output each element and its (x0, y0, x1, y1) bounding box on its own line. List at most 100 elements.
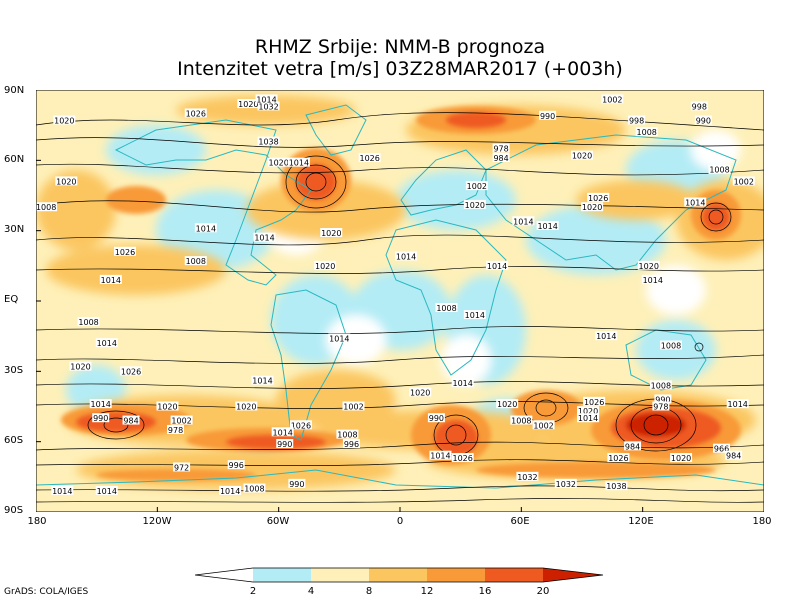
pressure-label-bg (243, 483, 266, 493)
pressure-label: 1008 (637, 128, 657, 137)
pressure-label-bg (492, 152, 510, 162)
axis-ticks (36, 90, 764, 512)
pressure-label: 990 (696, 116, 711, 125)
pressure-label-bg (314, 260, 337, 270)
pressure-label-bg (659, 340, 682, 350)
pressure-label: 1032 (258, 102, 278, 111)
pressure-label: 1014 (52, 487, 72, 496)
pressure-label: 1014 (396, 252, 416, 261)
pressure-label: 1020 (497, 400, 517, 409)
pressure-label: 978 (653, 403, 668, 412)
colorbar-segment-12-16 (427, 568, 485, 582)
pressure-label: 1014 (97, 339, 117, 348)
pressure-label-bg (435, 303, 458, 313)
pressure-label-bg (99, 274, 122, 284)
pressure-label: 1014 (596, 332, 616, 341)
pressure-label-bg (36, 202, 58, 212)
pressure-label: 1014 (91, 400, 111, 409)
lon-label-180w: 180 (27, 516, 47, 527)
pressure-label-bg (395, 251, 418, 261)
pressure-label: 990 (289, 480, 304, 489)
colorbar-segment-4-8 (311, 568, 369, 582)
pressure-label: 1008 (78, 318, 98, 327)
lon-label-60w: 60W (266, 516, 290, 527)
pressure-label-bg (510, 415, 533, 425)
pressure-label-bg (276, 439, 294, 449)
pressure-label: 1014 (289, 159, 309, 168)
lat-label-eq: EQ (4, 294, 19, 305)
pressure-label: 1026 (115, 248, 135, 257)
pressure-label-bg (624, 441, 642, 451)
pressure-label-bg (328, 333, 351, 343)
lon-label-0: 0 (396, 516, 404, 527)
pressure-label-bg (670, 453, 693, 463)
pressure-label-bg (577, 413, 600, 423)
lon-label-120e: 120E (628, 516, 654, 527)
pressure-label-bg (173, 462, 191, 472)
pressure-label-bg (713, 443, 731, 453)
pressure-label: 1026 (453, 454, 473, 463)
lat-label-60s: 60S (4, 435, 24, 446)
pressure-label-bg (320, 228, 343, 238)
pressure-label-bg (581, 202, 604, 212)
pressure-label-bg (194, 223, 217, 233)
pressure-label-bg (726, 399, 749, 409)
pressure-label: 990 (429, 414, 444, 423)
pressure-label: 1020 (56, 177, 76, 186)
colorbar-tick-12: 12 (420, 586, 434, 597)
pressure-label-bg (652, 401, 670, 411)
pressure-label-bg (725, 450, 743, 460)
colorbar-tick-20: 20 (536, 586, 550, 597)
lat-label-30s: 30S (4, 365, 24, 376)
lat-label-90n: 90N (4, 85, 25, 96)
pressure-label-bg (95, 485, 118, 495)
pressure-label: 1002 (171, 417, 191, 426)
pressure-label-bg (429, 450, 452, 460)
lon-label-180e: 180 (752, 516, 772, 527)
pressure-label-bg (95, 338, 118, 348)
pressure-label-bg (257, 101, 280, 111)
pressure-label: 1002 (467, 182, 487, 191)
pressure-label: 1038 (258, 138, 278, 147)
pressure-label-bg (184, 256, 207, 266)
pressure-label-bg (267, 157, 290, 167)
colorbar-tick-8: 8 (365, 586, 373, 597)
pressure-label-bg (184, 108, 207, 118)
pressure-label-bg (427, 413, 445, 423)
pressure-label: 1008 (337, 431, 357, 440)
pressure-label-bg (635, 127, 658, 137)
pressure-label: 1014 (643, 276, 663, 285)
pressure-label: 978 (168, 426, 183, 435)
pressure-label: 990 (540, 112, 555, 121)
pressure-label-bg (496, 399, 519, 409)
pressure-label-bg (539, 110, 557, 120)
pressure-label-bg (289, 420, 312, 430)
pressure-label-bg (465, 181, 488, 191)
pressure-label: 966 (714, 445, 729, 454)
pressure-label: 1020 (321, 229, 341, 238)
title-line-1: RHMZ Srbije: NMM-B prognoza (254, 36, 546, 58)
pressure-label: 1026 (584, 398, 604, 407)
pressure-label-bg (227, 460, 245, 470)
pressure-label-bg (607, 453, 630, 463)
pressure-label-bg (55, 176, 78, 186)
pressure-label: 1020 (582, 203, 602, 212)
pressure-label: 1014 (329, 335, 349, 344)
pressure-label: 1008 (511, 417, 531, 426)
pressure-label: 1020 (465, 201, 485, 210)
pressure-label: 1014 (97, 487, 117, 496)
pressure-label-bg (122, 415, 140, 425)
pressure-label: 996 (229, 461, 244, 470)
pressure-label-bg (170, 415, 193, 425)
pressure-label: 1032 (517, 473, 537, 482)
lat-label-30n: 30N (4, 224, 25, 235)
pressure-label: 990 (655, 395, 670, 404)
pressure-label: 1014 (196, 224, 216, 233)
pressure-label: 990 (277, 440, 292, 449)
pressure-label-bg (708, 164, 731, 174)
pressure-label-bg (694, 115, 712, 125)
pressure-label-bg (605, 481, 628, 491)
pressure-label-bg (342, 439, 360, 449)
pressure-label: 998 (629, 116, 644, 125)
pressure-label-bg (516, 471, 539, 481)
